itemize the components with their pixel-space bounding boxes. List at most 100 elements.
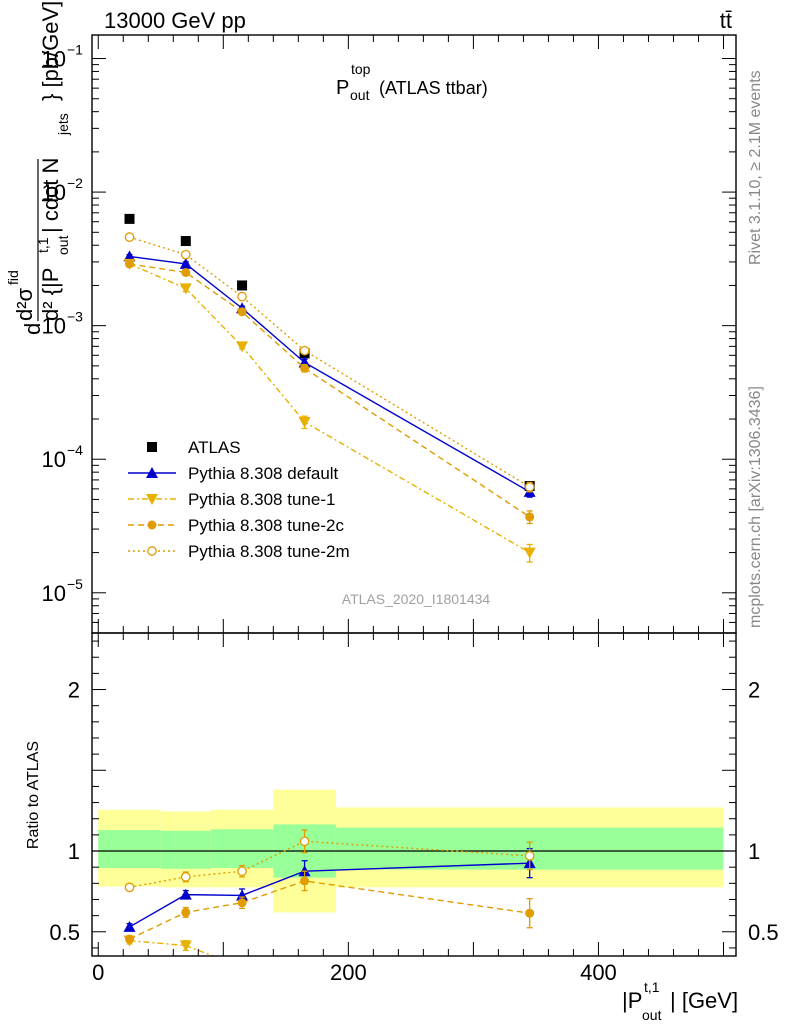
main-point	[179, 283, 192, 295]
title-superscript: top	[351, 61, 371, 77]
xlabel-tail: | [GeV]	[670, 988, 738, 1013]
ratio-y-tick-label-left: 0.5	[49, 920, 80, 945]
inner-uncertainty-band	[160, 830, 211, 869]
legend-label: ATLAS	[188, 438, 241, 457]
ratio-y-tick-label-left: 2	[68, 678, 80, 703]
xlabel-superscript: t,1	[644, 979, 660, 995]
ratio-line	[129, 880, 530, 940]
main-series-pythia-8-308-tune-2c	[125, 259, 535, 525]
x-tick-label: 200	[330, 960, 367, 985]
main-point	[237, 280, 248, 291]
main-y-tick-label: 10	[42, 581, 66, 606]
main-point	[237, 307, 247, 317]
ylabel-denominator-sub: out	[55, 235, 71, 255]
main-point	[524, 482, 535, 492]
ratio-frame	[91, 632, 737, 957]
main-y-axis-label: d²σ fid d d² {|P t,1 out | cdot N jets }…	[5, 1, 71, 335]
main-y-tick-label: 10	[42, 47, 66, 72]
main-point	[300, 363, 310, 373]
ratio-series-pythia-8-308-tune-2c	[125, 870, 535, 944]
main-point	[237, 291, 247, 302]
legend-label: Pythia 8.308 default	[188, 464, 339, 483]
legend-entry: Pythia 8.308 default	[128, 464, 339, 483]
main-point	[523, 547, 536, 559]
ratio-point	[236, 962, 248, 973]
ylabel-denominator: d² {|P	[38, 268, 63, 321]
ylabel-denominator-sup: t,1	[35, 237, 51, 253]
x-tick-label: 0	[92, 960, 104, 985]
legend-marker	[146, 467, 158, 478]
legend-entry: ATLAS	[147, 438, 241, 457]
legend: ATLAS Pythia 8.308 default Pythia 8.308 tu…	[128, 438, 350, 561]
xlabel-base: |P	[622, 988, 642, 1013]
main-point	[123, 250, 136, 262]
inner-uncertainty-band	[98, 830, 161, 868]
axes: 10−110−210−310−410 −50.5 0.51 12 20 200 400	[42, 34, 779, 985]
main-y-tick-label: 10	[42, 447, 66, 472]
legend-label: Pythia 8.308 tune-2m	[188, 542, 350, 561]
xlabel-subscript: out	[642, 1007, 662, 1023]
title-rest: (ATLAS ttbar)	[379, 78, 488, 98]
ratio-point	[123, 920, 136, 932]
ratio-y-tick-label-right: 1	[748, 839, 760, 864]
main-point	[124, 213, 135, 224]
legend-entry: Pythia 8.308 tune-2c	[128, 516, 344, 535]
ratio-point	[299, 836, 310, 847]
ylabel-numerator-sup: fid	[5, 270, 21, 285]
beam-energy-label: 13000 GeV pp	[104, 8, 246, 33]
ylabel-numerator: d²σ	[12, 287, 37, 321]
inner-uncertainty-band	[210, 829, 274, 868]
ratio-point	[124, 882, 135, 893]
title-subscript: out	[350, 87, 370, 103]
ratio-y-tick-label-right: 0.5	[748, 920, 779, 945]
main-series-pythia-8-308-tune-2m	[124, 232, 535, 493]
process-label: tt̄	[720, 8, 732, 33]
ratio-series-layer	[123, 829, 536, 973]
ratio-point	[300, 876, 310, 886]
legend-label: Pythia 8.308 tune-1	[188, 490, 335, 509]
main-y-tick-label: 10	[42, 314, 66, 339]
main-y-tick-exponent: −3	[67, 309, 83, 325]
ratio-point	[237, 898, 247, 908]
main-title: P top out (ATLAS ttbar)	[336, 61, 488, 103]
ratio-series-pythia-8-308-tune-2m	[124, 829, 535, 893]
ratio-y-axis-label: Ratio to ATLAS	[25, 741, 42, 849]
ratio-y-tick-label-right: 2	[748, 678, 760, 703]
legend-marker	[147, 546, 157, 556]
ratio-point	[180, 872, 191, 882]
legend-marker	[147, 520, 157, 530]
ratio-point	[524, 851, 535, 861]
mcplots-source-label: mcplots.cern.ch [arXiv:1306.3436]	[747, 386, 764, 628]
legend-marker	[146, 494, 158, 505]
legend-marker	[147, 442, 157, 452]
rivet-version-label: Rivet 3.1.10, ≥ 2.1M events	[747, 70, 764, 265]
main-y-tick-exponent: −1	[67, 42, 83, 58]
main-y-tick-exponent: −2	[67, 175, 83, 191]
ylabel-jets-sub: jets	[55, 113, 71, 136]
ylabel-units: } [pb/GeV]	[38, 1, 63, 101]
x-axis-label: |P t,1 out | [GeV]	[622, 979, 738, 1023]
main-point	[125, 259, 135, 269]
ylabel-d: d	[20, 323, 45, 335]
ylabel-mid: | cdot N	[38, 158, 63, 233]
x-tick-label: 400	[580, 960, 617, 985]
title-base: P	[336, 77, 349, 99]
legend-entry: Pythia 8.308 tune-1	[128, 490, 335, 509]
analysis-id-label: ATLAS_2020_I1801434	[342, 591, 491, 607]
ratio-point	[525, 908, 535, 918]
main-point	[124, 232, 135, 242]
legend-entry: Pythia 8.308 tune-2m	[128, 542, 350, 561]
main-point	[180, 236, 191, 247]
main-series-layer	[123, 213, 536, 563]
main-point	[525, 512, 535, 522]
ratio-series-pythia-8-308-tune-1	[123, 935, 248, 973]
main-point	[298, 416, 311, 428]
main-point	[299, 345, 310, 356]
main-point	[179, 257, 192, 269]
ratio-point	[125, 934, 135, 944]
ratio-point	[237, 866, 247, 877]
main-point	[180, 249, 191, 260]
main-line	[129, 263, 531, 554]
